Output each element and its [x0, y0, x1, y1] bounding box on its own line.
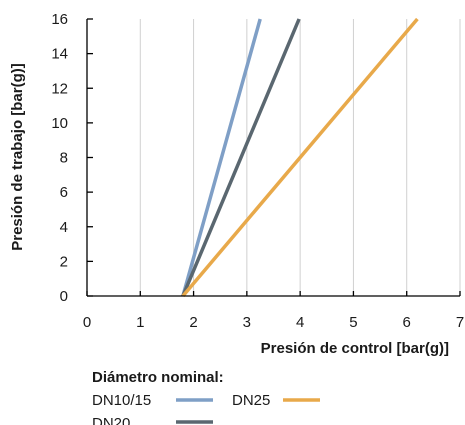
- x-tick-label-3: 3: [243, 314, 251, 331]
- x-tick-label-4: 4: [296, 314, 304, 331]
- y-tick-label-6: 6: [60, 184, 68, 201]
- series-line-dn25: [181, 17, 419, 298]
- y-tick-label-10: 10: [51, 115, 68, 132]
- y-tick-label-16: 16: [51, 11, 68, 28]
- y-axis-title: Presión de trabajo [bar(g)]: [9, 63, 26, 251]
- legend-label-dn10-15: DN10/15: [92, 392, 151, 409]
- x-tick-label-1: 1: [136, 314, 144, 331]
- series-lines: [181, 17, 419, 298]
- y-tick-label-0: 0: [60, 288, 68, 305]
- legend-title: Diámetro nominal:: [92, 369, 224, 386]
- x-tick-label-7: 7: [456, 314, 464, 331]
- axes: [86, 18, 461, 297]
- y-tick-label-12: 12: [51, 80, 68, 97]
- legend-label-dn25: DN25: [232, 392, 270, 409]
- y-tick-label-4: 4: [60, 219, 68, 236]
- y-tick-label-8: 8: [60, 150, 68, 167]
- x-axis-title: Presión de control [bar(g)]: [261, 340, 449, 357]
- legend: Diámetro nominal: DN10/15 DN25 DN20: [92, 369, 320, 425]
- x-tick-label-5: 5: [349, 314, 357, 331]
- series-line-dn10-15: [181, 18, 262, 297]
- series-line-dn20: [181, 18, 301, 297]
- legend-label-dn20: DN20: [92, 415, 130, 425]
- x-tick-label-0: 0: [83, 314, 91, 331]
- x-tick-label-2: 2: [189, 314, 197, 331]
- x-tick-label-6: 6: [403, 314, 411, 331]
- y-tick-label-2: 2: [60, 253, 68, 270]
- x-tick-labels: 0 1 2 3 4 5 6 7: [83, 314, 464, 331]
- y-tick-label-14: 14: [51, 46, 68, 63]
- y-tick-labels: 0 2 4 6 8 10 12 14 16: [51, 11, 68, 305]
